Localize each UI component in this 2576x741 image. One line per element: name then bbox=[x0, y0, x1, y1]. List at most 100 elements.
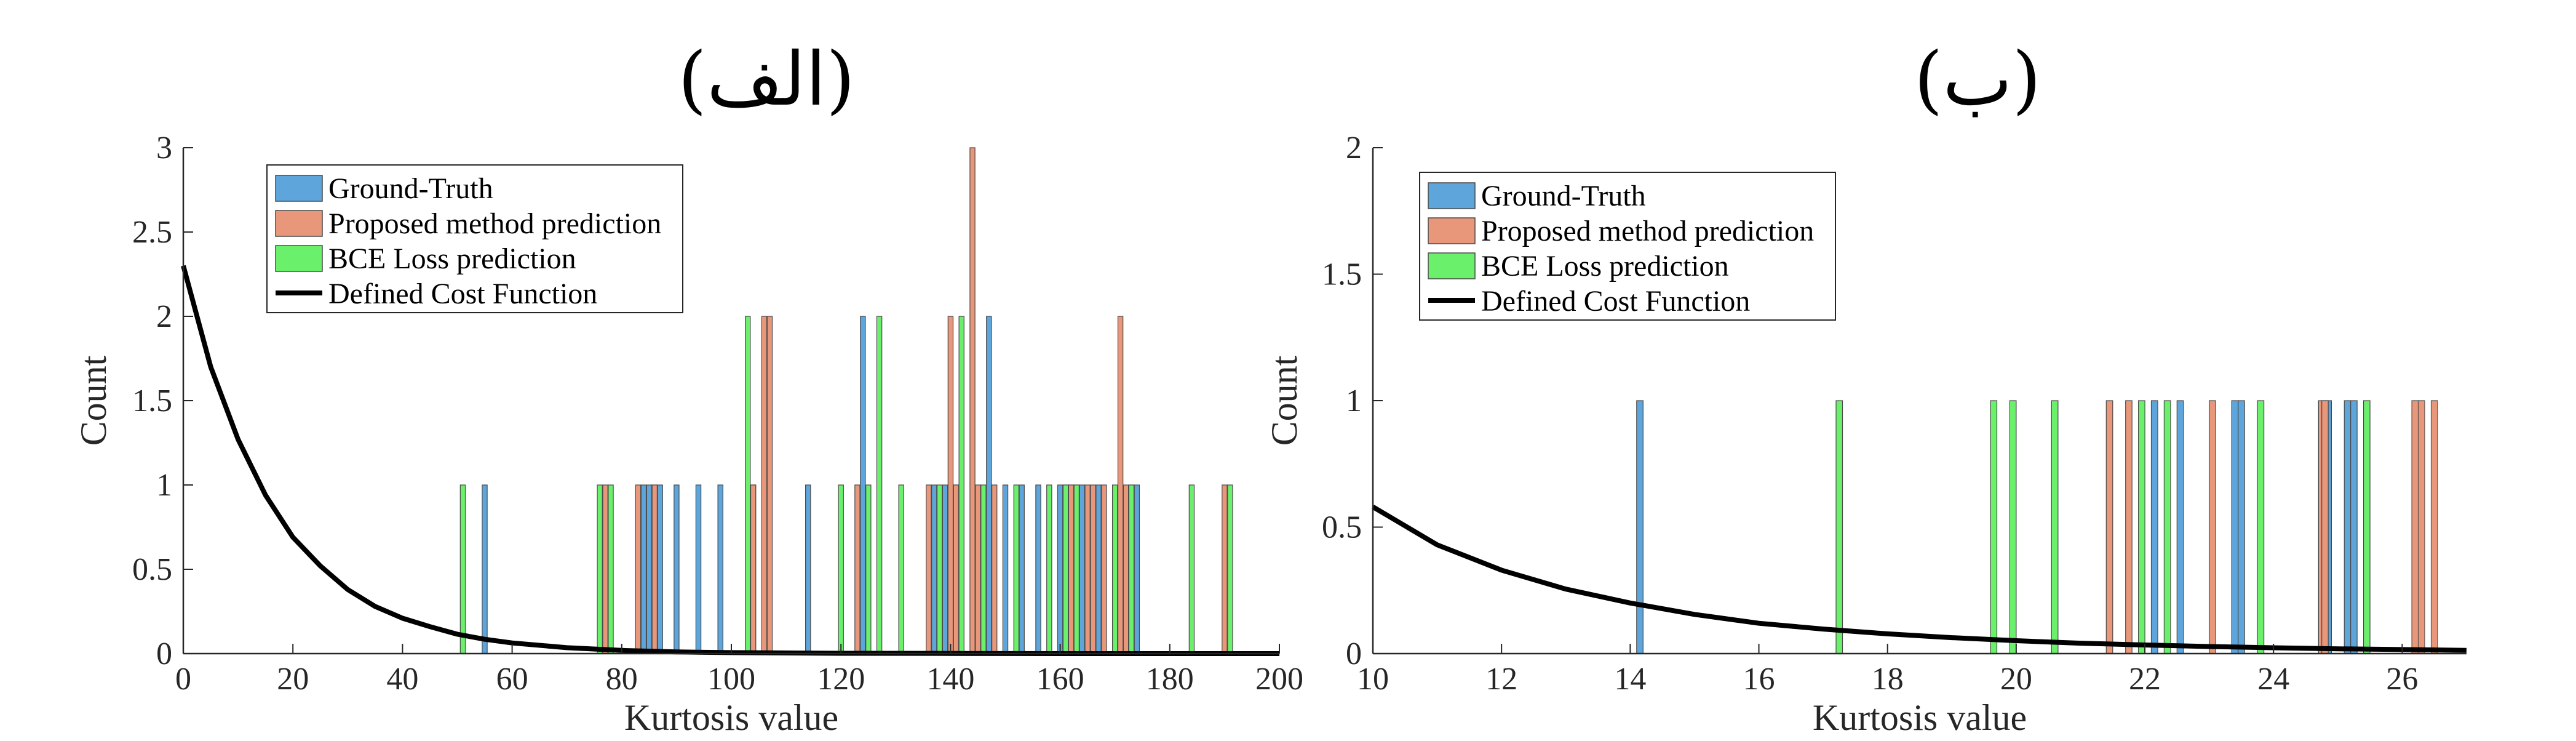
bar bbox=[2231, 400, 2239, 654]
x-tick-label: 12 bbox=[1485, 662, 1517, 697]
bar bbox=[975, 484, 981, 654]
x-tick-label: 26 bbox=[2386, 662, 2418, 697]
bar bbox=[865, 484, 872, 654]
bar bbox=[2105, 400, 2113, 654]
legend-label: Defined Cost Function bbox=[1481, 285, 1750, 318]
bar bbox=[1188, 484, 1195, 654]
bar bbox=[1134, 484, 1140, 654]
bar bbox=[597, 484, 603, 654]
bar bbox=[860, 316, 866, 654]
bar bbox=[1227, 484, 1233, 654]
y-tick-label: 2 bbox=[1346, 130, 1362, 166]
bar bbox=[695, 484, 702, 654]
legend-label: Ground-Truth bbox=[328, 172, 493, 205]
bar bbox=[1013, 484, 1019, 654]
bar bbox=[2350, 400, 2358, 654]
bar bbox=[1019, 484, 1025, 654]
x-tick-label: 24 bbox=[2257, 662, 2289, 697]
y-tick-label: 0.5 bbox=[1322, 510, 1362, 545]
bar bbox=[2051, 400, 2059, 654]
legend-swatch bbox=[275, 245, 323, 272]
left-chart: 0 20 40 60 80 100 120 140 160 180 200 0 0.5 1 1.5 2 2.5 3… bbox=[73, 130, 1303, 738]
y-tick-label: 1.5 bbox=[1322, 257, 1362, 292]
left-series-1 bbox=[602, 147, 1228, 654]
y-tick-label: 1 bbox=[156, 468, 172, 503]
bar bbox=[2257, 400, 2265, 654]
legend-label: Proposed method prediction bbox=[1481, 215, 1814, 247]
bar bbox=[980, 484, 987, 654]
right-series-1 bbox=[2105, 400, 2438, 654]
bar bbox=[953, 484, 959, 654]
bar bbox=[898, 484, 904, 654]
bar bbox=[1835, 400, 1843, 654]
bar bbox=[1046, 484, 1052, 654]
bar bbox=[969, 147, 976, 654]
x-tick-label: 120 bbox=[817, 662, 865, 697]
bar bbox=[482, 484, 488, 654]
legend-swatch bbox=[1428, 217, 1476, 244]
bar bbox=[1101, 484, 1107, 654]
y-tick-label: 1.5 bbox=[132, 383, 172, 419]
bar bbox=[635, 484, 642, 654]
bar bbox=[2430, 400, 2438, 654]
legend-box bbox=[266, 164, 683, 313]
bar bbox=[1111, 484, 1118, 654]
bar bbox=[854, 484, 861, 654]
bar bbox=[1084, 484, 1091, 654]
bar bbox=[2363, 400, 2371, 654]
bar bbox=[608, 484, 614, 654]
left-chart-title: (الف) bbox=[678, 37, 855, 122]
bar bbox=[1068, 484, 1075, 654]
bar bbox=[958, 316, 964, 654]
y-axis-label: Count bbox=[73, 355, 114, 446]
bar bbox=[646, 484, 653, 654]
y-tick-label: 0 bbox=[1346, 636, 1362, 671]
bar bbox=[1090, 484, 1096, 654]
y-tick-label: 2 bbox=[156, 299, 172, 334]
bar bbox=[876, 316, 883, 654]
bar bbox=[602, 484, 608, 654]
x-tick-label: 60 bbox=[496, 662, 528, 697]
x-tick-label: 160 bbox=[1036, 662, 1084, 697]
x-tick-label: 180 bbox=[1146, 662, 1194, 697]
bar bbox=[2417, 400, 2425, 654]
bar bbox=[936, 484, 943, 654]
bar bbox=[2125, 400, 2133, 654]
bar bbox=[2209, 400, 2216, 654]
x-tick-label: 140 bbox=[926, 662, 974, 697]
x-axis-label: Kurtosis value bbox=[624, 697, 838, 738]
bar bbox=[1128, 484, 1135, 654]
x-tick-label: 40 bbox=[386, 662, 418, 697]
bar bbox=[1002, 484, 1009, 654]
x-tick-label: 18 bbox=[1872, 662, 1904, 697]
bar bbox=[931, 484, 937, 654]
bar bbox=[2238, 400, 2245, 654]
x-axis-label: Kurtosis value bbox=[1813, 697, 2027, 738]
bar bbox=[1123, 484, 1129, 654]
legend-swatch bbox=[275, 210, 323, 237]
bar bbox=[2321, 400, 2329, 654]
y-axis-label: Count bbox=[1264, 355, 1305, 446]
x-tick-label: 200 bbox=[1255, 662, 1303, 697]
bar bbox=[657, 484, 663, 654]
legend-swatch bbox=[275, 175, 323, 202]
bar bbox=[1057, 484, 1063, 654]
bar bbox=[1117, 316, 1124, 654]
bar bbox=[744, 316, 751, 654]
bar bbox=[1035, 484, 1041, 654]
bar bbox=[651, 484, 658, 654]
right-series-2 bbox=[1835, 400, 2371, 654]
left-series-2 bbox=[459, 316, 1233, 654]
y-tick-label: 0.5 bbox=[132, 552, 172, 587]
legend-box bbox=[1419, 172, 1836, 321]
x-tick-label: 22 bbox=[2129, 662, 2161, 697]
x-tick-label: 14 bbox=[1614, 662, 1646, 697]
x-tick-label: 80 bbox=[606, 662, 638, 697]
right-chart-title: (ب) bbox=[1914, 37, 2041, 122]
legend-swatch bbox=[1428, 182, 1476, 209]
legend-swatch bbox=[1428, 252, 1476, 279]
bar bbox=[674, 484, 680, 654]
